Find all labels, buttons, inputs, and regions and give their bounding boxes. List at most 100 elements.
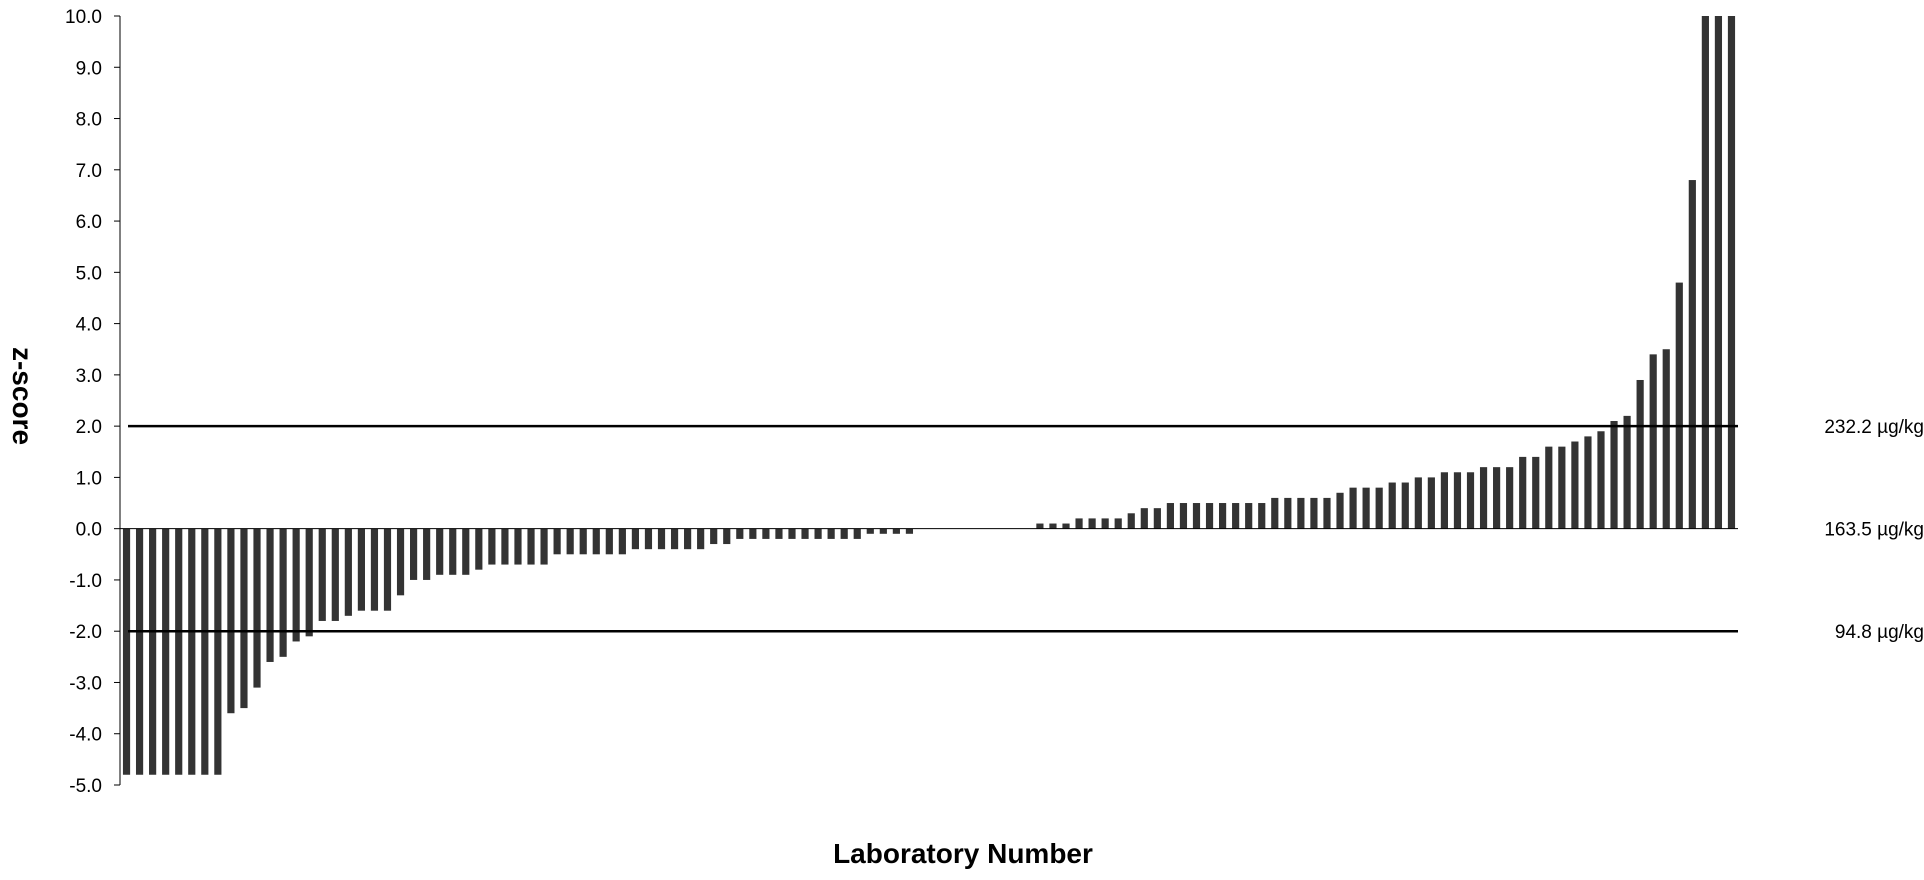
bar bbox=[1362, 487, 1370, 529]
y-tick-label: -5.0 bbox=[69, 776, 102, 797]
x-axis-title: Laboratory Number bbox=[833, 838, 1093, 869]
y-tick-label: 1.0 bbox=[76, 468, 102, 489]
bar bbox=[1297, 497, 1305, 529]
reference-lines: 232.2 µg/kg 163.5 µg/kg 94.8 µg/kg bbox=[128, 417, 1924, 643]
bar bbox=[775, 528, 783, 539]
bar bbox=[1192, 503, 1201, 529]
bar bbox=[866, 528, 874, 534]
bar bbox=[788, 528, 796, 539]
bar bbox=[449, 528, 457, 575]
bar bbox=[1479, 467, 1488, 529]
bar bbox=[436, 528, 444, 575]
bar bbox=[1453, 472, 1462, 529]
y-tick-label: 6.0 bbox=[76, 212, 102, 233]
bar bbox=[579, 528, 587, 555]
bar bbox=[1662, 349, 1670, 529]
bar bbox=[214, 528, 222, 775]
bar bbox=[396, 528, 405, 596]
bar bbox=[344, 528, 352, 616]
bar bbox=[618, 528, 626, 555]
bar bbox=[1127, 513, 1135, 529]
bar bbox=[1140, 508, 1148, 529]
bar bbox=[188, 528, 196, 775]
bar bbox=[462, 528, 470, 575]
bar bbox=[905, 528, 914, 534]
bar bbox=[697, 528, 705, 550]
bar bbox=[240, 528, 248, 709]
reference-line-label: 163.5 µg/kg bbox=[1824, 520, 1924, 541]
bar bbox=[553, 528, 561, 555]
bar bbox=[331, 528, 339, 621]
bar bbox=[1466, 472, 1475, 529]
bar bbox=[227, 528, 235, 714]
bar bbox=[175, 528, 183, 775]
bar bbox=[1036, 523, 1044, 529]
bar bbox=[1440, 472, 1448, 529]
y-tick-label: 5.0 bbox=[76, 263, 102, 284]
reference-line-label: 232.2 µg/kg bbox=[1824, 417, 1924, 438]
bar bbox=[1114, 518, 1122, 529]
y-tick-label: 8.0 bbox=[76, 110, 102, 131]
y-tick-label: 2.0 bbox=[76, 417, 102, 438]
bar bbox=[1401, 482, 1409, 529]
bar bbox=[1597, 431, 1605, 529]
bar bbox=[122, 528, 131, 775]
bar bbox=[162, 528, 170, 775]
y-tick-label: 9.0 bbox=[76, 58, 102, 79]
bar bbox=[1219, 503, 1227, 529]
bar bbox=[814, 528, 822, 539]
bar bbox=[670, 528, 679, 550]
bar bbox=[1310, 497, 1318, 529]
bar bbox=[1205, 503, 1214, 529]
bar bbox=[135, 528, 144, 775]
bar bbox=[1701, 16, 1709, 529]
bar bbox=[149, 528, 157, 775]
bar bbox=[801, 528, 809, 539]
bar bbox=[1271, 497, 1279, 529]
bar bbox=[1388, 482, 1396, 529]
bar bbox=[592, 528, 600, 555]
bar bbox=[1688, 180, 1696, 529]
bar bbox=[253, 528, 261, 688]
bar bbox=[1375, 487, 1383, 529]
bar bbox=[631, 528, 639, 550]
bar bbox=[357, 528, 365, 611]
bar bbox=[1623, 415, 1631, 529]
bar bbox=[475, 528, 483, 570]
bar bbox=[514, 528, 522, 565]
y-tick-label: -4.0 bbox=[69, 725, 102, 746]
bar bbox=[879, 528, 887, 534]
bar bbox=[1245, 503, 1253, 529]
bar bbox=[1336, 492, 1344, 529]
bar bbox=[1258, 503, 1266, 529]
bar bbox=[410, 528, 418, 580]
bar bbox=[383, 528, 392, 611]
y-axis-title: z-score bbox=[7, 347, 38, 445]
bar bbox=[1493, 467, 1501, 529]
bar bbox=[605, 528, 613, 555]
bar bbox=[1323, 497, 1331, 529]
bar bbox=[1166, 503, 1174, 529]
y-tick-label: 3.0 bbox=[76, 366, 102, 387]
y-tick-label: -3.0 bbox=[69, 673, 102, 694]
bar bbox=[501, 528, 509, 565]
bar bbox=[1101, 518, 1109, 529]
bar bbox=[1675, 282, 1683, 529]
bar bbox=[1727, 16, 1736, 529]
axes-group bbox=[114, 15, 1738, 786]
bar bbox=[1506, 467, 1514, 529]
y-tick-label: 7.0 bbox=[76, 161, 102, 182]
bar bbox=[723, 528, 731, 545]
bar bbox=[1584, 436, 1592, 529]
bar bbox=[1610, 421, 1618, 529]
bar bbox=[370, 528, 379, 611]
bar bbox=[749, 528, 757, 539]
bar bbox=[736, 528, 744, 539]
bar bbox=[1571, 441, 1579, 529]
bar bbox=[1636, 379, 1644, 529]
bar bbox=[684, 528, 692, 550]
bar bbox=[853, 528, 861, 539]
y-tick-label: -2.0 bbox=[69, 622, 102, 643]
